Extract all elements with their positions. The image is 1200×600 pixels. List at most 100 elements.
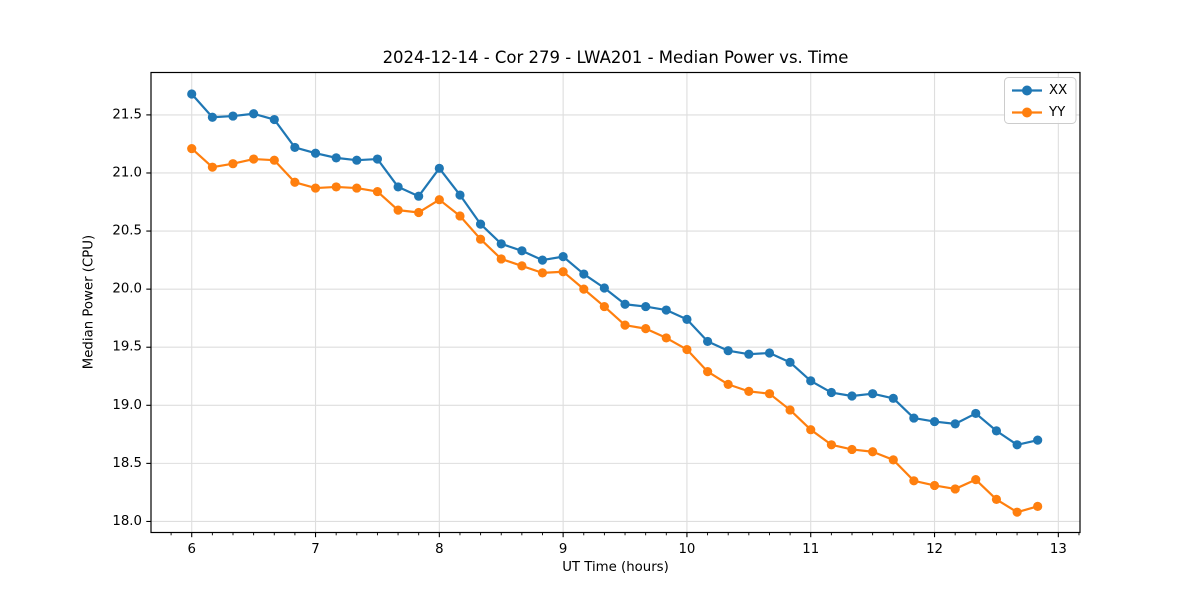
legend-marker-xx [1022, 85, 1032, 96]
data-point [806, 376, 816, 386]
data-point [868, 389, 878, 399]
data-point [207, 112, 218, 122]
data-point [1033, 435, 1043, 445]
gridlines [151, 72, 1080, 533]
data-point [537, 255, 548, 265]
data-point [310, 148, 321, 158]
data-point [991, 426, 1002, 436]
data-point [950, 484, 960, 494]
data-point [207, 162, 218, 172]
plot-border [150, 71, 1081, 534]
data-point [1012, 440, 1022, 450]
data-point [290, 177, 300, 187]
data-point [372, 154, 383, 164]
data-point [888, 455, 898, 465]
data-point [393, 205, 403, 215]
data-point [909, 413, 919, 423]
y-tick-label: 19.0 [112, 398, 142, 413]
data-point [806, 425, 816, 435]
y-tick-label: 19.5 [112, 340, 142, 355]
data-point [310, 183, 321, 193]
data-point [826, 387, 837, 398]
series-line-xx [190, 92, 1039, 446]
data-point [269, 114, 279, 125]
data-point [455, 190, 465, 200]
data-point [434, 195, 444, 205]
data-point [868, 447, 878, 457]
data-point [290, 142, 300, 153]
tick-marks [146, 114, 1080, 538]
data-point [744, 386, 754, 396]
data-point [496, 239, 506, 249]
data-point [971, 475, 981, 485]
data-point [249, 154, 259, 164]
data-point [414, 207, 424, 218]
data-point [641, 301, 651, 312]
data-point [888, 393, 898, 403]
data-point [393, 182, 403, 192]
data-point [744, 349, 754, 359]
data-point [517, 246, 527, 256]
series-yy [187, 143, 1043, 517]
data-point [269, 155, 279, 165]
data-point [558, 267, 568, 277]
data-point [641, 324, 651, 334]
data-point [352, 183, 362, 193]
data-point [599, 301, 609, 312]
data-point [826, 440, 837, 450]
data-point [661, 305, 671, 315]
x-tick-label: 8 [435, 542, 443, 557]
data-point [847, 444, 857, 455]
legend: XX YY [1004, 77, 1077, 124]
x-tick-label: 7 [311, 542, 319, 557]
data-point [434, 163, 444, 173]
data-point [249, 109, 259, 119]
data-point [1012, 507, 1022, 517]
series-xx [187, 89, 1043, 450]
data-point [475, 219, 486, 229]
data-point [723, 346, 733, 356]
data-point [661, 333, 671, 343]
data-point [764, 389, 775, 399]
legend-marker-yy [1022, 107, 1032, 118]
x-tick-label: 12 [926, 542, 943, 557]
x-tick-label: 11 [802, 542, 819, 557]
data-point [971, 408, 981, 419]
data-point [847, 391, 857, 401]
data-point [785, 357, 795, 367]
data-point [228, 159, 238, 169]
y-tick-label: 20.0 [112, 282, 142, 297]
x-tick-label: 6 [187, 542, 195, 557]
legend-label-xx: XX [1049, 83, 1067, 98]
y-tick-label: 18.0 [112, 514, 142, 529]
data-point [517, 261, 527, 271]
y-tick-label: 21.5 [112, 107, 142, 122]
data-point [620, 299, 630, 309]
data-point [579, 284, 589, 294]
y-axis-label: Median Power (CPU) [81, 234, 97, 370]
x-tick-label: 9 [559, 542, 567, 557]
y-tick-label: 21.0 [112, 165, 142, 180]
data-point [723, 379, 733, 389]
data-point [475, 234, 486, 244]
series-line-yy [190, 147, 1039, 514]
data-point [187, 143, 197, 154]
data-point [620, 320, 630, 330]
legend-label-yy: YY [1048, 105, 1066, 120]
data-point [703, 336, 713, 347]
data-point [929, 480, 940, 491]
data-point [372, 186, 383, 197]
data-point [950, 419, 960, 429]
data-point [496, 254, 506, 264]
x-axis-label: UT Time (hours) [562, 560, 669, 575]
data-point [414, 191, 424, 201]
data-point [331, 182, 341, 192]
data-point [558, 252, 568, 262]
data-point [764, 348, 775, 358]
data-point [599, 283, 609, 293]
x-tick-label: 10 [678, 542, 695, 557]
data-point [703, 367, 713, 377]
data-point [909, 476, 919, 486]
